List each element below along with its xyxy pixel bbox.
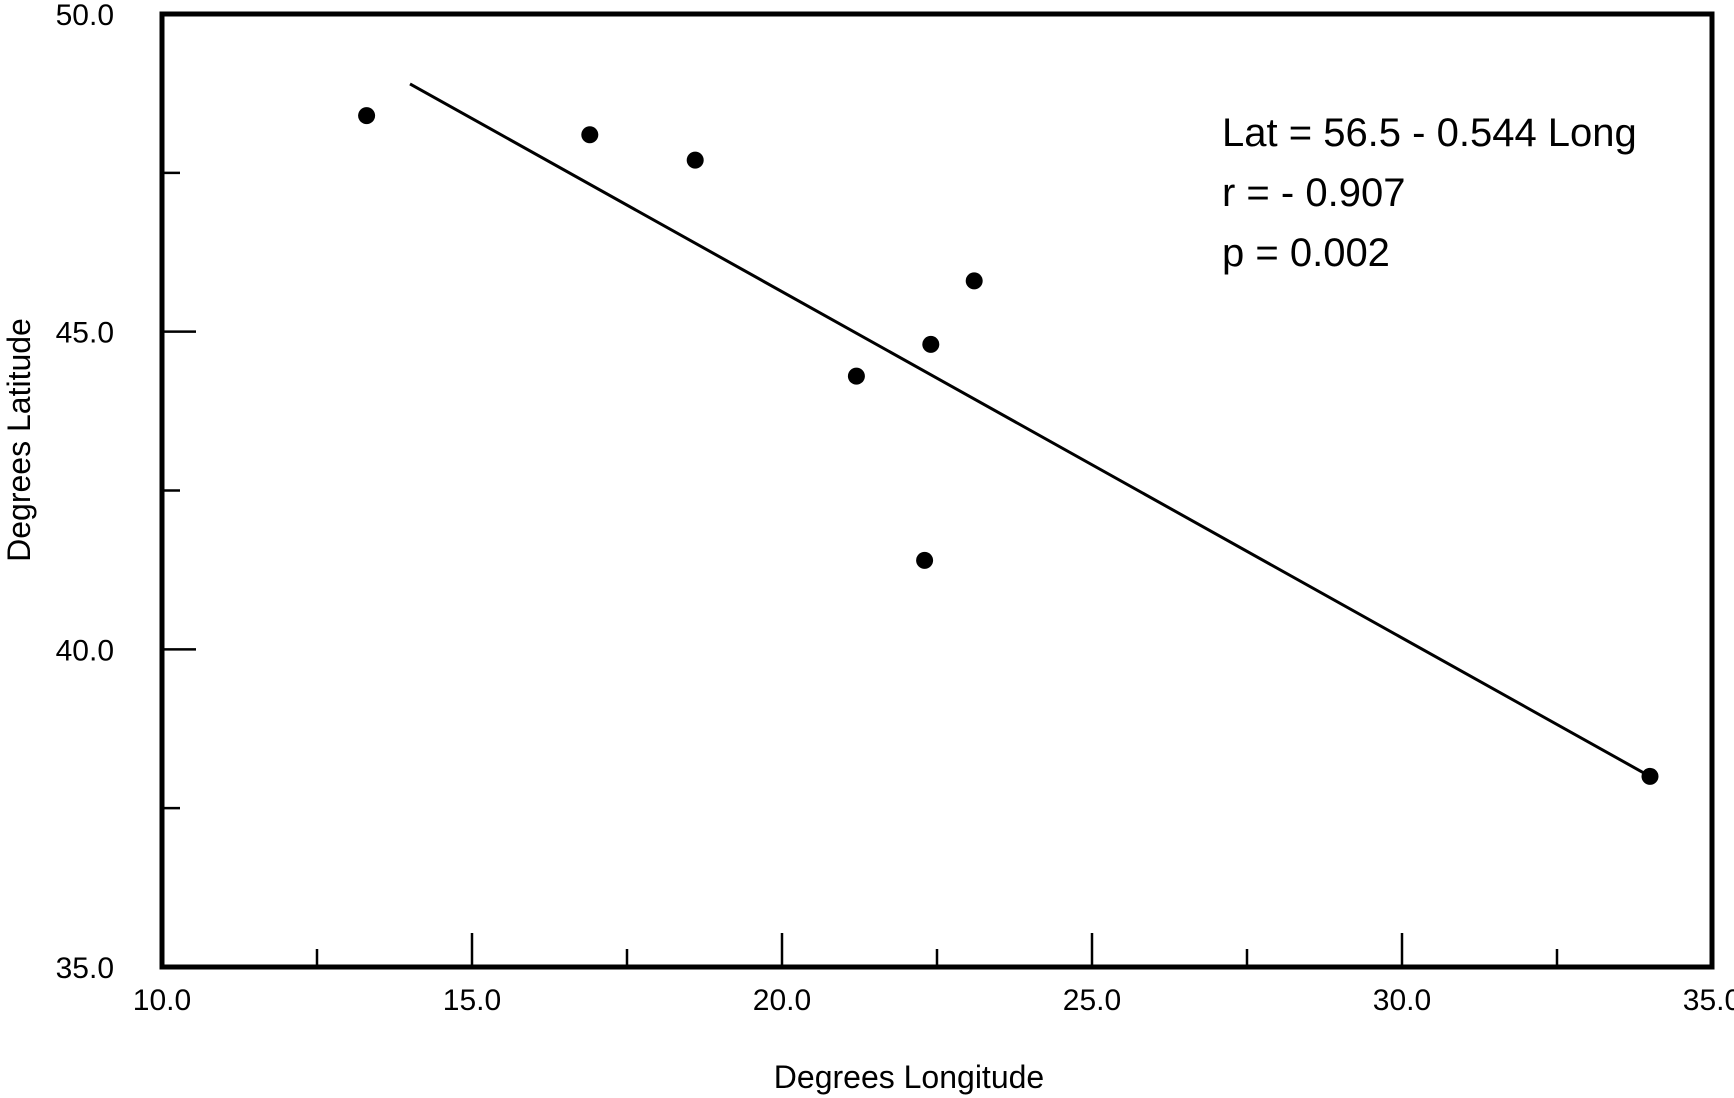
x-axis-title: Degrees Longitude [774,1059,1044,1095]
x-tick-label: 25.0 [1063,984,1121,1017]
axis-tick-labels: 10.0 15.0 20.0 25.0 30.0 35.0 35.0 40.0 45.0 50.0 [56,0,1734,1017]
y-tick-label: 40.0 [56,634,114,667]
equation-annotation: Lat = 56.5 - 0.544 Long r = - 0.907 p = … [1222,111,1637,275]
annotation-r: r = - 0.907 [1222,171,1405,215]
x-tick-label: 20.0 [753,984,811,1017]
y-tick-label: 45.0 [56,317,114,350]
data-point [965,272,983,290]
data-point [358,107,376,125]
data-point [686,151,704,169]
data-point [847,367,865,385]
x-tick-label: 35.0 [1683,984,1734,1017]
data-point [916,551,934,569]
y-tick-label: 50.0 [56,0,114,32]
annotation-equation: Lat = 56.5 - 0.544 Long [1222,111,1637,155]
plot-frame [159,11,1715,970]
x-tick-label: 30.0 [1373,984,1431,1017]
axis-ticks [162,171,1559,967]
data-points [358,107,1659,785]
regression-line [409,82,1651,778]
data-point [581,126,599,144]
annotation-p: p = 0.002 [1222,231,1390,275]
y-tick-label: 35.0 [56,952,114,985]
data-point [1641,767,1659,785]
y-axis-title: Degrees Latitude [1,318,37,562]
data-point [922,335,940,353]
x-tick-label: 10.0 [133,984,191,1017]
x-tick-label: 15.0 [443,984,501,1017]
